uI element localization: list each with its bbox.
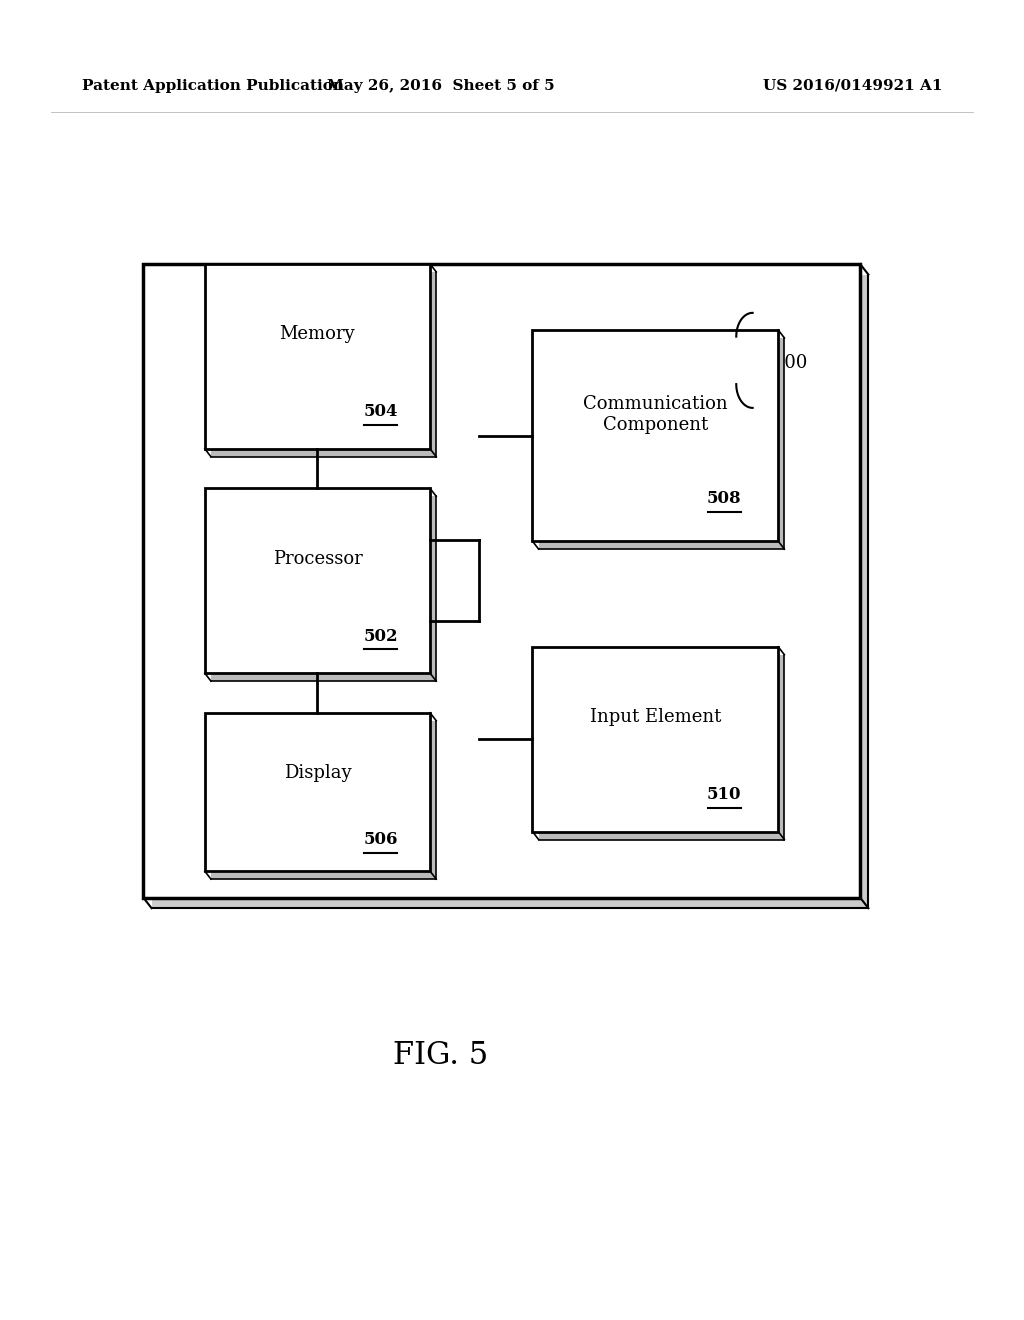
Text: May 26, 2016  Sheet 5 of 5: May 26, 2016 Sheet 5 of 5	[327, 79, 554, 92]
Bar	[211, 721, 436, 879]
Bar	[532, 647, 778, 832]
Text: 508: 508	[707, 491, 741, 507]
Text: Processor: Processor	[272, 549, 362, 568]
Text: FIG. 5: FIG. 5	[392, 1040, 488, 1072]
Bar	[532, 330, 778, 541]
Bar	[539, 655, 784, 840]
Text: Input Element: Input Element	[590, 708, 721, 726]
Text: 506: 506	[364, 832, 397, 847]
Bar	[211, 496, 436, 681]
Bar	[205, 488, 430, 673]
Bar	[205, 264, 430, 449]
Bar	[205, 713, 430, 871]
Text: 500: 500	[773, 354, 808, 372]
Bar	[211, 272, 436, 457]
Text: 504: 504	[364, 404, 397, 420]
Text: Memory: Memory	[280, 325, 355, 343]
Bar	[539, 338, 784, 549]
Text: 502: 502	[364, 628, 398, 644]
Text: US 2016/0149921 A1: US 2016/0149921 A1	[763, 79, 942, 92]
Text: 510: 510	[707, 787, 741, 803]
Text: Patent Application Publication: Patent Application Publication	[82, 79, 344, 92]
Bar	[143, 264, 860, 898]
Bar	[152, 275, 868, 908]
Text: Display: Display	[284, 764, 351, 781]
Text: Communication
Component: Communication Component	[583, 395, 728, 434]
